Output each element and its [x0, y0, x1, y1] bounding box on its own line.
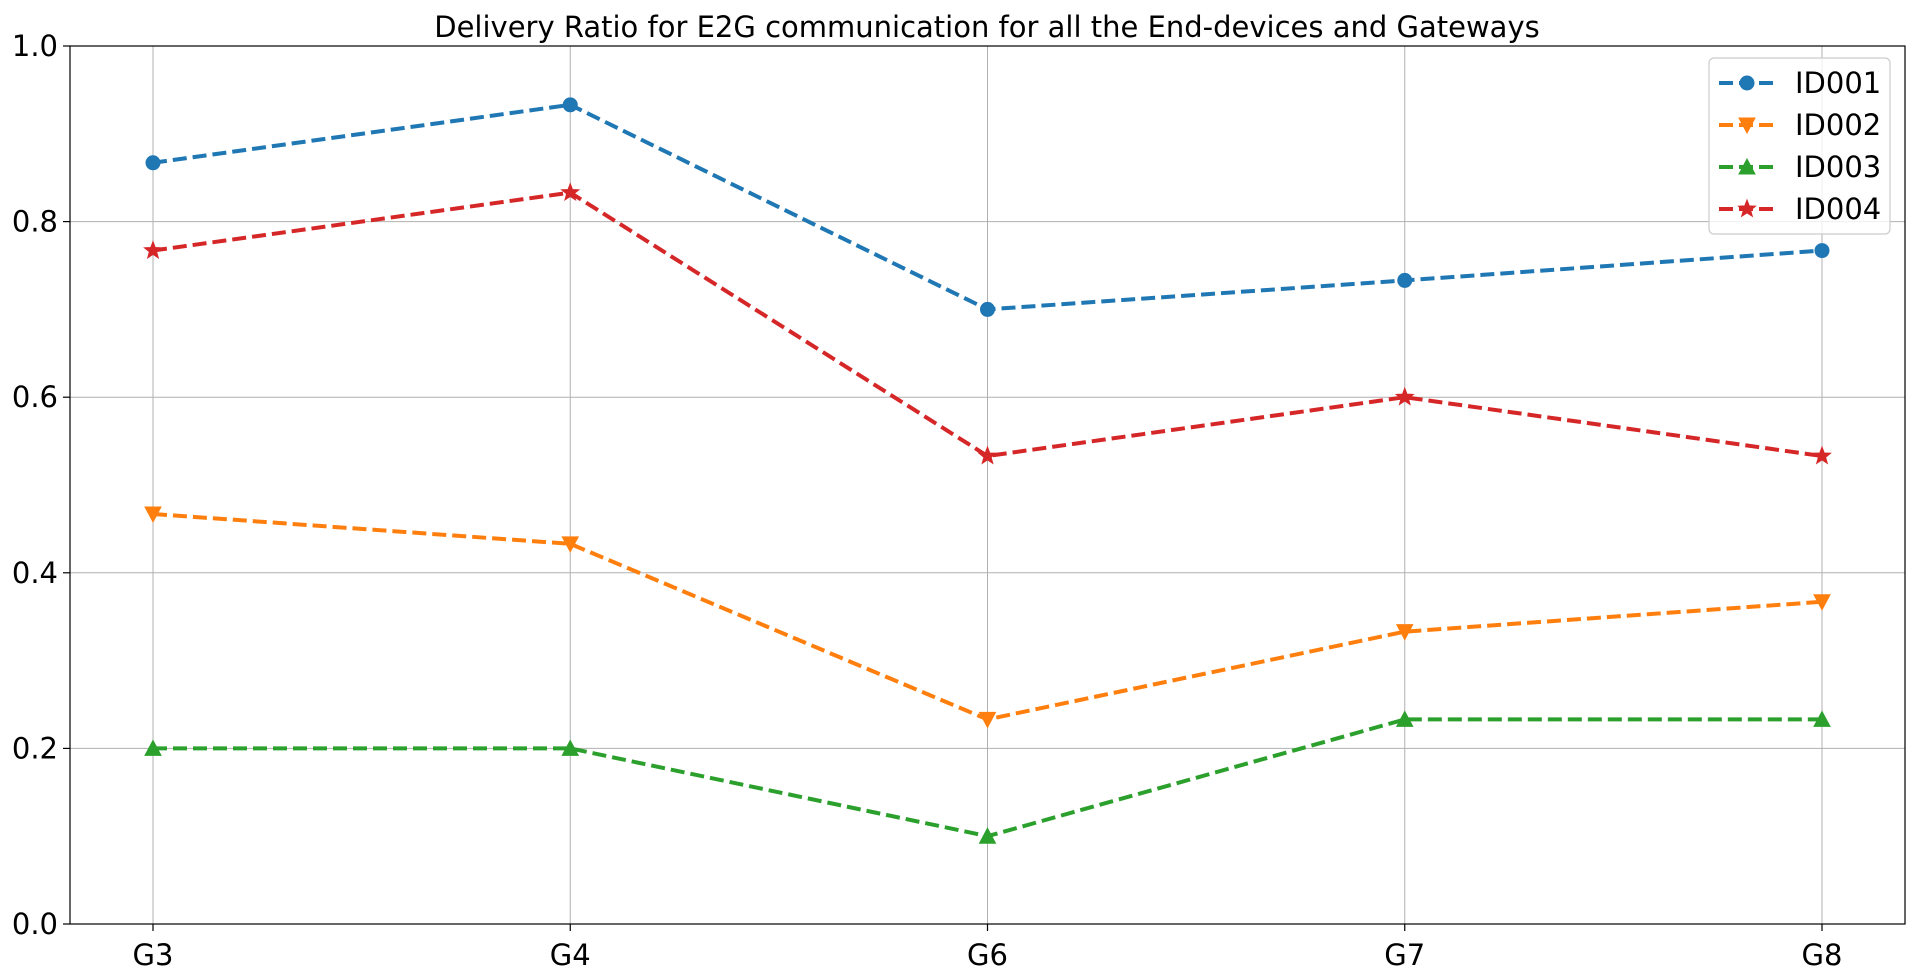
x-tick-label: G6 — [967, 938, 1008, 972]
data-point-id004 — [977, 445, 998, 465]
data-point-id002 — [978, 711, 997, 729]
chart-title: Delivery Ratio for E2G communication for… — [434, 10, 1539, 44]
legend-label: ID003 — [1795, 150, 1881, 184]
data-point-id001 — [980, 301, 995, 317]
data-point-id002 — [144, 506, 162, 524]
data-point-id001 — [1814, 243, 1830, 259]
legend-marker — [1738, 157, 1756, 175]
data-point-id001 — [562, 97, 578, 113]
data-point-id004 — [1394, 386, 1415, 406]
y-tick-label: 1.0 — [12, 29, 58, 63]
legend-marker — [1737, 198, 1757, 218]
legend-label: ID004 — [1795, 192, 1881, 226]
grid-lines — [70, 45, 1905, 925]
legend-item-id001: ID001 — [1719, 66, 1881, 100]
y-tick-label: 0.2 — [12, 731, 58, 765]
x-axis: G3 G4 G6 G7 G8 — [133, 924, 1843, 972]
x-tick-label: G3 — [133, 938, 174, 972]
series-id002 — [144, 506, 1831, 729]
legend-box — [1708, 57, 1891, 235]
series-id004 — [143, 182, 1832, 465]
data-point-id002 — [1395, 624, 1414, 641]
data-point-id004 — [143, 240, 163, 260]
data-point-id002 — [1813, 594, 1831, 611]
x-tick-label: G4 — [550, 938, 591, 972]
y-tick-label: 0.6 — [12, 380, 58, 414]
x-tick-label: G8 — [1802, 938, 1843, 972]
x-tick-label: G7 — [1384, 938, 1425, 972]
data-point-id003 — [1813, 710, 1831, 727]
legend-label: ID002 — [1795, 108, 1881, 142]
y-tick-label: 0.4 — [12, 556, 58, 590]
data-point-id004 — [560, 182, 581, 202]
data-point-id001 — [1397, 272, 1413, 288]
series-group — [143, 97, 1832, 844]
y-tick-label: 0.0 — [12, 907, 58, 941]
legend-item-id002: ID002 — [1719, 108, 1881, 142]
series-id003 — [144, 710, 1831, 844]
y-tick-label: 0.8 — [12, 205, 58, 239]
legend-label: ID001 — [1795, 66, 1881, 100]
legend-item-id003: ID003 — [1719, 150, 1881, 184]
series-id001 — [145, 97, 1830, 317]
data-point-id003 — [978, 827, 997, 844]
data-point-id003 — [1395, 710, 1414, 727]
data-point-id003 — [561, 739, 580, 756]
legend-item-id004: ID004 — [1719, 192, 1881, 226]
data-point-id003 — [144, 739, 162, 756]
legend-marker — [1738, 117, 1756, 135]
data-point-id002 — [561, 536, 580, 553]
data-point-id001 — [145, 155, 161, 171]
legend-marker — [1739, 75, 1755, 91]
data-point-id004 — [1812, 445, 1832, 465]
series-line-id004 — [152, 190, 1823, 459]
y-axis: 0.0 0.2 0.4 0.6 0.8 1.0 — [12, 29, 70, 941]
legend: ID001 ID002 ID003 ID004 — [1708, 57, 1891, 235]
